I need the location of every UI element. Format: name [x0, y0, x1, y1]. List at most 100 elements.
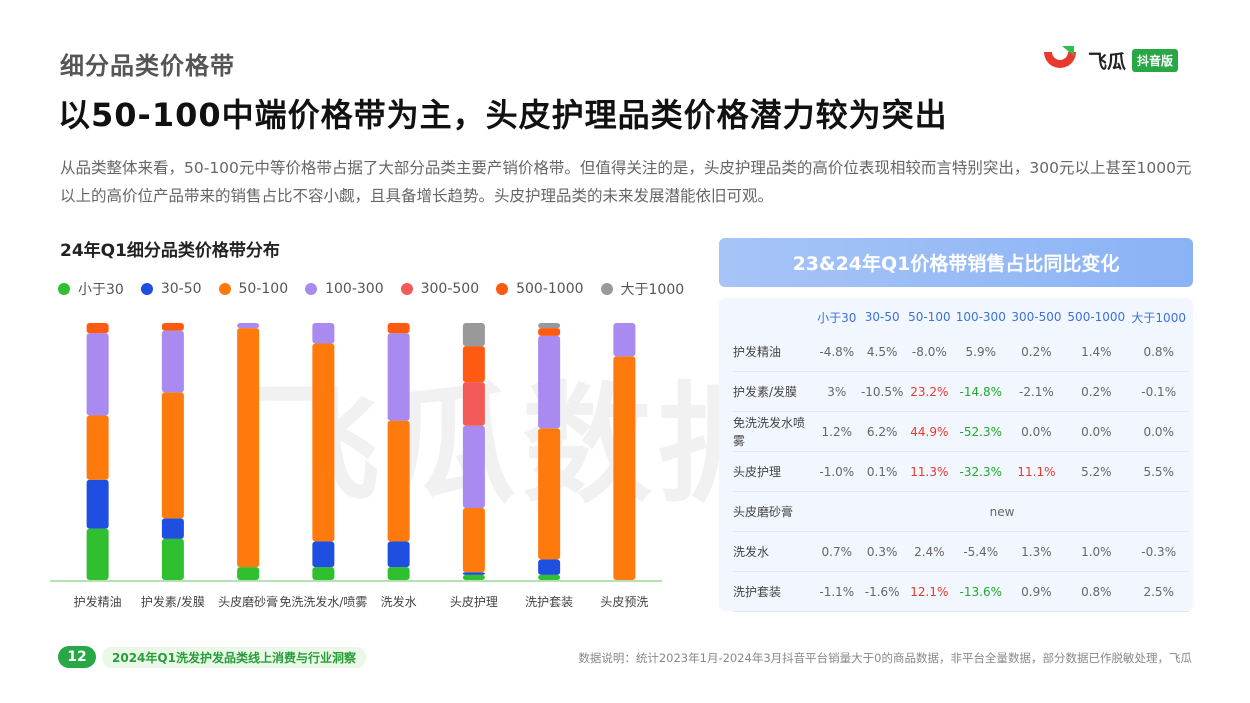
- table-cell: 1.3%: [1008, 531, 1065, 572]
- legend-item: 30-50: [140, 279, 202, 299]
- table-cell: -13.6%: [952, 571, 1009, 612]
- legend-item: 100-300: [305, 279, 384, 299]
- yoy-column-header: 30-50: [864, 310, 900, 324]
- bar-segment: [312, 567, 335, 580]
- table-cell: -0.1%: [1128, 371, 1189, 412]
- table-cell: 0.8%: [1064, 571, 1129, 612]
- bar-segment: [538, 323, 561, 329]
- bar-segment: [462, 572, 485, 575]
- description-paragraph: 从品类整体来看，50-100元中等价格带占据了大部分品类主要产销价格带。但值得关…: [60, 159, 1192, 205]
- bar-segment: [462, 382, 485, 426]
- legend-item: 50-100: [218, 279, 289, 299]
- row-label: 洗护套装: [733, 571, 815, 612]
- bar-segment: [387, 333, 410, 421]
- bar-segment: [161, 518, 184, 539]
- table-cell: 23.2%: [905, 371, 953, 412]
- table-cell: 0.0%: [1008, 411, 1065, 452]
- legend-item: 300-500: [400, 279, 479, 299]
- x-tick-label: 头皮预洗: [600, 595, 648, 609]
- table-cell: -4.8%: [815, 332, 859, 372]
- bar-segment: [462, 574, 485, 580]
- row-label: 护发精油: [733, 332, 815, 372]
- feigua-logo: 飞瓜 抖音版: [1040, 44, 1179, 76]
- bar-segment: [387, 567, 410, 580]
- bar-segment: [462, 323, 485, 347]
- legend-label: 500-1000: [516, 281, 584, 297]
- bar-segment: [237, 328, 260, 568]
- table-cell: 0.2%: [1008, 332, 1065, 372]
- table-cell: 44.9%: [905, 411, 953, 452]
- section-title: 细分品类价格带: [60, 52, 235, 80]
- yoy-column-header: 大于1000: [1131, 310, 1186, 325]
- yoy-column-header: 300-500: [1011, 310, 1062, 324]
- bar-segment: [538, 574, 561, 580]
- bar-segment: [538, 328, 561, 336]
- bar-segment: [462, 508, 485, 573]
- x-tick-label: 洗护套装: [525, 595, 573, 609]
- bar-segment: [387, 541, 410, 568]
- table-cell: 11.3%: [905, 451, 953, 492]
- bar-segment: [86, 479, 109, 529]
- yoy-table-title: 23&24年Q1价格带销售占比同比变化: [719, 238, 1193, 287]
- legend-item: 小于30: [58, 279, 124, 299]
- bar-segment: [387, 420, 410, 542]
- page-number: 12: [58, 646, 96, 668]
- legend-label: 大于1000: [620, 282, 685, 298]
- legend-swatch: [140, 283, 153, 295]
- x-tick-label: 护发素/发膜: [141, 594, 205, 609]
- table-cell: -1.0%: [815, 451, 859, 492]
- bar-segment: [312, 323, 335, 344]
- legend-label: 100-300: [325, 281, 384, 297]
- table-cell: 5.9%: [952, 332, 1009, 372]
- bar-segment: [538, 335, 561, 429]
- stacked-bar-chart: 护发精油 护发素/发膜 头皮磨砂膏 免洗洗发水/喷雾 洗发水 头皮护理 洗护套装 头皮预洗: [50, 323, 662, 609]
- legend-swatch: [400, 283, 413, 295]
- bar-segment: [387, 323, 410, 334]
- legend-swatch: [496, 283, 509, 295]
- logo-word: 飞瓜: [1088, 50, 1127, 73]
- table-cell: 0.7%: [815, 531, 859, 572]
- table-cell: -52.3%: [952, 411, 1009, 452]
- table-cell: -0.3%: [1128, 531, 1189, 572]
- table-row: 免洗洗发水喷雾 1.2% 6.2% 44.9% -52.3% 0.0% 0.0% 0.0%: [733, 411, 1189, 452]
- table-cell: 6.2%: [858, 411, 906, 452]
- bar-segment: [237, 323, 260, 329]
- bar-segment: [462, 425, 485, 509]
- bar-segment: [312, 541, 335, 568]
- legend-label: 50-100: [238, 281, 289, 297]
- table-cell: -1.1%: [815, 571, 859, 612]
- bar-segment: [86, 528, 109, 580]
- legend-swatch: [305, 283, 318, 295]
- table-row: 护发精油 -4.8% 4.5% -8.0% 5.9% 0.2% 1.4% 0.8%: [733, 332, 1189, 372]
- legend-swatch: [58, 283, 70, 295]
- chart-legend: 小于30 30-50 50-100 100-300 300-500 500-1000 大于1…: [58, 279, 701, 299]
- table-cell: -10.5%: [858, 371, 906, 412]
- row-label: 护发素/发膜: [733, 371, 815, 412]
- merged-cell: new: [815, 491, 1189, 532]
- bar-segment: [161, 330, 184, 393]
- table-cell: -14.8%: [952, 371, 1009, 412]
- table-cell: 1.4%: [1064, 332, 1129, 372]
- table-cell: 0.9%: [1008, 571, 1065, 612]
- data-note: 数据说明：统计2023年1月-2024年3月抖音平台销量大于0的商品数据，非平台…: [578, 651, 1192, 665]
- bar-segment: [86, 333, 109, 416]
- yoy-table: 小于30 30-50 50-100 100-300 300-500 500-1000 大于1…: [733, 302, 1189, 612]
- table-cell: -32.3%: [952, 451, 1009, 492]
- table-cell: -8.0%: [905, 332, 953, 372]
- table-cell: 4.5%: [858, 332, 906, 372]
- table-cell: 2.4%: [905, 531, 953, 572]
- bar-segment: [613, 323, 636, 357]
- row-label: 免洗洗发水喷雾: [733, 411, 815, 452]
- bar-segment: [161, 323, 184, 331]
- yoy-column-header: 100-300: [955, 310, 1006, 324]
- bar-segment: [312, 343, 335, 542]
- bar-segment: [462, 346, 485, 383]
- table-cell: 0.3%: [858, 531, 906, 572]
- table-cell: 2.5%: [1128, 571, 1189, 612]
- table-row: 护发素/发膜 3% -10.5% 23.2% -14.8% -2.1% 0.2% -0.1%: [733, 371, 1189, 412]
- table-row: 头皮磨砂膏 new: [733, 491, 1189, 532]
- table-row: 洗护套装 -1.1% -1.6% 12.1% -13.6% 0.9% 0.8% 2.5%: [733, 571, 1189, 612]
- x-tick-label: 护发精油: [74, 594, 122, 609]
- table-row: 洗发水 0.7% 0.3% 2.4% -5.4% 1.3% 1.0% -0.3%: [733, 531, 1189, 572]
- bar-segment: [86, 415, 109, 480]
